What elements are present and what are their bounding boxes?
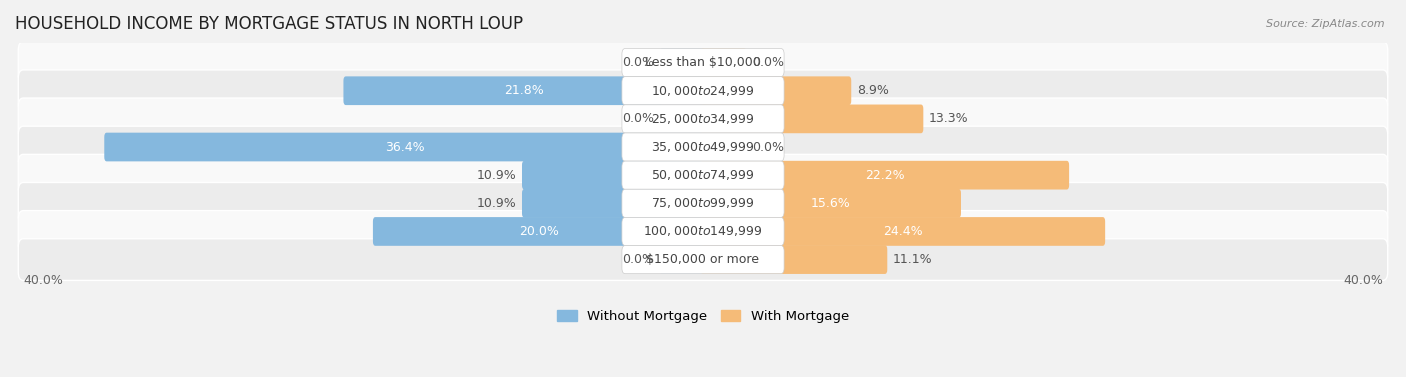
- Text: $150,000 or more: $150,000 or more: [647, 253, 759, 266]
- Text: 8.9%: 8.9%: [858, 84, 889, 97]
- FancyBboxPatch shape: [18, 42, 1388, 83]
- Text: HOUSEHOLD INCOME BY MORTGAGE STATUS IN NORTH LOUP: HOUSEHOLD INCOME BY MORTGAGE STATUS IN N…: [15, 15, 523, 33]
- FancyBboxPatch shape: [18, 239, 1388, 280]
- FancyBboxPatch shape: [18, 211, 1388, 252]
- FancyBboxPatch shape: [18, 182, 1388, 224]
- Text: $75,000 to $99,999: $75,000 to $99,999: [651, 196, 755, 210]
- Text: 0.0%: 0.0%: [752, 141, 785, 153]
- FancyBboxPatch shape: [621, 161, 785, 189]
- Text: 10.9%: 10.9%: [477, 169, 516, 182]
- Text: Less than $10,000: Less than $10,000: [645, 56, 761, 69]
- FancyBboxPatch shape: [621, 245, 785, 274]
- FancyBboxPatch shape: [522, 161, 706, 190]
- FancyBboxPatch shape: [700, 189, 960, 218]
- Text: 20.0%: 20.0%: [519, 225, 560, 238]
- Text: $35,000 to $49,999: $35,000 to $49,999: [651, 140, 755, 154]
- FancyBboxPatch shape: [621, 133, 785, 161]
- Text: $50,000 to $74,999: $50,000 to $74,999: [651, 168, 755, 182]
- FancyBboxPatch shape: [659, 245, 706, 274]
- FancyBboxPatch shape: [18, 154, 1388, 196]
- FancyBboxPatch shape: [621, 189, 785, 218]
- Text: 40.0%: 40.0%: [22, 274, 63, 287]
- FancyBboxPatch shape: [700, 245, 887, 274]
- FancyBboxPatch shape: [700, 77, 851, 105]
- FancyBboxPatch shape: [700, 133, 747, 161]
- Text: 36.4%: 36.4%: [385, 141, 425, 153]
- Text: 15.6%: 15.6%: [811, 197, 851, 210]
- Text: 0.0%: 0.0%: [752, 56, 785, 69]
- Text: 24.4%: 24.4%: [883, 225, 922, 238]
- Text: $25,000 to $34,999: $25,000 to $34,999: [651, 112, 755, 126]
- FancyBboxPatch shape: [104, 133, 706, 161]
- FancyBboxPatch shape: [18, 70, 1388, 112]
- FancyBboxPatch shape: [621, 218, 785, 245]
- FancyBboxPatch shape: [621, 49, 785, 77]
- FancyBboxPatch shape: [343, 77, 706, 105]
- FancyBboxPatch shape: [659, 48, 706, 77]
- Text: 22.2%: 22.2%: [865, 169, 904, 182]
- Text: 21.8%: 21.8%: [505, 84, 544, 97]
- Legend: Without Mortgage, With Mortgage: Without Mortgage, With Mortgage: [551, 305, 855, 328]
- FancyBboxPatch shape: [621, 105, 785, 133]
- FancyBboxPatch shape: [700, 104, 924, 133]
- Text: 10.9%: 10.9%: [477, 197, 516, 210]
- FancyBboxPatch shape: [373, 217, 706, 246]
- Text: $100,000 to $149,999: $100,000 to $149,999: [644, 224, 762, 239]
- Text: 13.3%: 13.3%: [929, 112, 969, 126]
- Text: 0.0%: 0.0%: [621, 112, 654, 126]
- Text: 0.0%: 0.0%: [621, 56, 654, 69]
- FancyBboxPatch shape: [700, 48, 747, 77]
- FancyBboxPatch shape: [700, 161, 1069, 190]
- FancyBboxPatch shape: [659, 104, 706, 133]
- FancyBboxPatch shape: [18, 126, 1388, 168]
- FancyBboxPatch shape: [700, 217, 1105, 246]
- Text: 11.1%: 11.1%: [893, 253, 932, 266]
- Text: 40.0%: 40.0%: [1343, 274, 1384, 287]
- Text: 0.0%: 0.0%: [621, 253, 654, 266]
- Text: $10,000 to $24,999: $10,000 to $24,999: [651, 84, 755, 98]
- Text: Source: ZipAtlas.com: Source: ZipAtlas.com: [1267, 19, 1385, 29]
- FancyBboxPatch shape: [18, 98, 1388, 140]
- FancyBboxPatch shape: [621, 77, 785, 105]
- FancyBboxPatch shape: [522, 189, 706, 218]
